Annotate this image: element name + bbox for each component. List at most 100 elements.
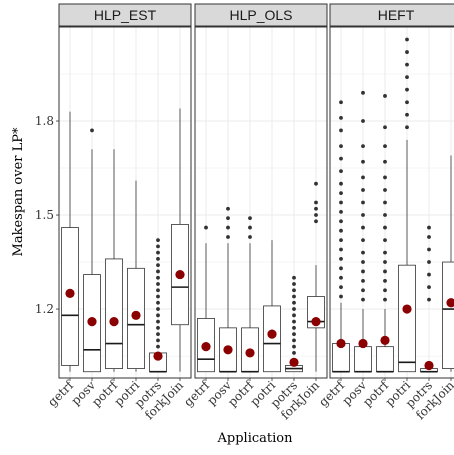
mean-point xyxy=(311,316,321,327)
panel-border xyxy=(58,26,192,379)
outlier-point xyxy=(292,319,296,324)
outlier-point xyxy=(156,338,160,343)
outlier-point xyxy=(156,244,160,249)
outlier-point xyxy=(248,216,252,221)
outlier-point xyxy=(383,288,387,293)
outlier-point xyxy=(361,175,365,180)
mean-point xyxy=(175,269,185,280)
outlier-point xyxy=(156,325,160,330)
outlier-point xyxy=(156,275,160,280)
box-posv xyxy=(354,90,372,373)
y-tick-label: 1.8 xyxy=(35,114,54,128)
outlier-point xyxy=(226,206,230,211)
panel-background xyxy=(195,27,327,378)
outlier-point xyxy=(292,294,296,299)
panel-border xyxy=(194,26,328,379)
outlier-point xyxy=(405,50,409,54)
outlier-point xyxy=(156,300,160,305)
outlier-point xyxy=(427,235,431,239)
outlier-point xyxy=(314,200,318,205)
outlier-point xyxy=(361,90,365,95)
y-tick-label: 1.2 xyxy=(35,302,54,316)
outlier-point xyxy=(156,263,160,268)
outlier-point xyxy=(339,128,343,133)
box-posv xyxy=(219,206,237,373)
outlier-point xyxy=(427,225,431,230)
outlier-point xyxy=(361,188,365,192)
box-posv xyxy=(83,128,101,373)
box-forkJoin xyxy=(171,108,189,372)
panel-background xyxy=(59,27,191,378)
facet-strip xyxy=(329,3,454,27)
outlier-point xyxy=(314,206,318,211)
outlier-point xyxy=(383,175,387,180)
outlier-point xyxy=(292,344,296,349)
outlier-point xyxy=(427,285,431,290)
box-forkJoin xyxy=(442,155,454,372)
outlier-point xyxy=(339,144,343,148)
outlier-point xyxy=(156,319,160,324)
mean-point xyxy=(358,338,368,349)
outlier-point xyxy=(383,269,387,274)
outlier-point xyxy=(156,257,160,261)
outlier-point xyxy=(361,144,365,148)
outlier-point xyxy=(314,213,318,217)
outlier-point xyxy=(292,282,296,286)
mean-point xyxy=(201,342,211,352)
panel-background xyxy=(330,27,454,378)
outlier-point xyxy=(361,119,365,123)
mean-point xyxy=(223,345,233,355)
mean-point xyxy=(424,360,434,371)
outlier-point xyxy=(339,115,343,120)
outlier-point xyxy=(361,225,365,230)
outlier-point xyxy=(361,238,365,243)
outlier-point xyxy=(339,156,343,161)
facet-panels: HLP_ESTgetrfposvpotrfpotripotrsforkJoinH… xyxy=(45,3,454,422)
box-getrf xyxy=(197,225,215,373)
outlier-point xyxy=(339,285,343,290)
outlier-point xyxy=(156,250,160,255)
outlier-point xyxy=(361,213,365,217)
box-potri xyxy=(263,240,281,373)
outlier-point xyxy=(339,266,343,271)
outlier-point xyxy=(339,257,343,261)
mean-point xyxy=(153,351,163,361)
outlier-point xyxy=(427,297,431,302)
outlier-point xyxy=(383,159,387,164)
outlier-point xyxy=(339,210,343,214)
box-potrs xyxy=(420,225,438,373)
outlier-point xyxy=(383,125,387,130)
outlier-point xyxy=(248,235,252,239)
outlier-point xyxy=(314,219,318,224)
outlier-point xyxy=(427,247,431,252)
outlier-point xyxy=(405,112,409,117)
outlier-point xyxy=(339,247,343,252)
outlier-point xyxy=(361,288,365,293)
mean-point xyxy=(380,335,390,345)
outlier-point xyxy=(156,313,160,318)
outlier-point xyxy=(361,250,365,255)
facet-strip xyxy=(194,3,328,27)
outlier-point xyxy=(383,188,387,192)
facet-strip-label: HLP_EST xyxy=(94,7,157,23)
outlier-point xyxy=(339,294,343,299)
outlier-point xyxy=(339,100,343,105)
outlier-point xyxy=(361,159,365,164)
outlier-point xyxy=(156,307,160,311)
mean-point xyxy=(131,310,141,320)
x-axis-title: Application xyxy=(217,431,294,446)
outlier-point xyxy=(292,332,296,337)
outlier-point xyxy=(361,297,365,302)
outlier-point xyxy=(292,338,296,343)
outlier-point xyxy=(383,250,387,255)
box-iqr xyxy=(398,264,416,373)
outlier-point xyxy=(383,297,387,302)
box-iqr xyxy=(442,261,454,369)
outlier-point xyxy=(156,282,160,286)
box-potrs xyxy=(149,238,167,373)
outlier-point xyxy=(156,294,160,299)
outlier-point xyxy=(383,278,387,283)
outlier-point xyxy=(156,288,160,293)
